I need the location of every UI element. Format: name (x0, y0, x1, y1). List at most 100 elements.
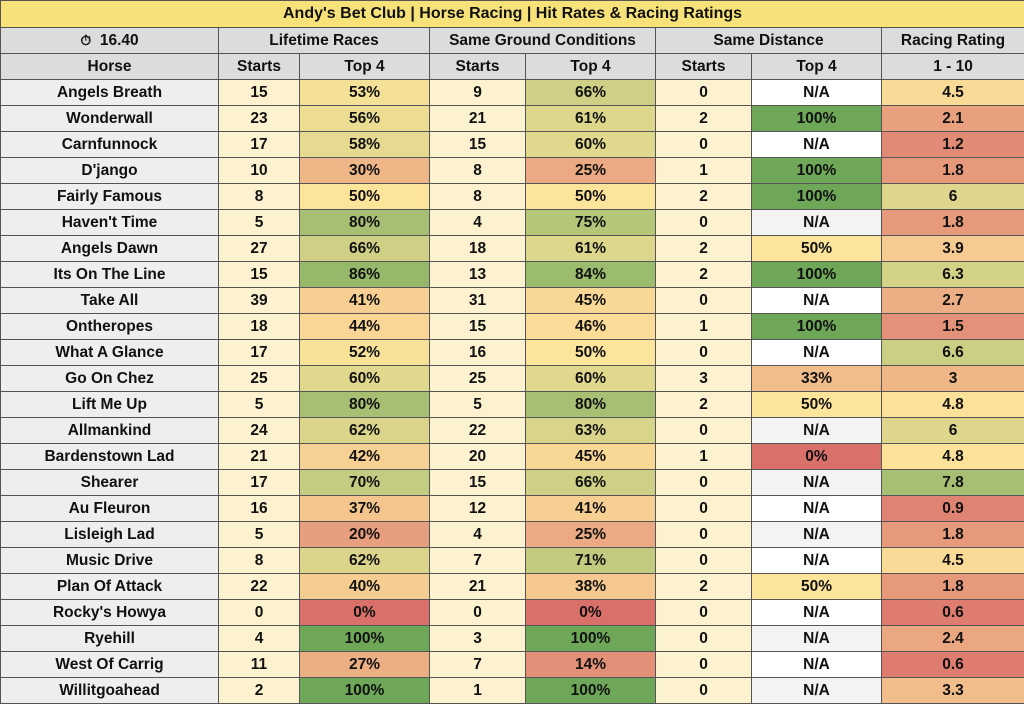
table-row: Ontheropes 18 44% 15 46% 1 100% 1.5 (0, 313, 1024, 340)
horse-name-cell: Shearer (0, 469, 219, 496)
ground-starts-cell: 5 (429, 391, 526, 418)
lifetime-top4-cell: 66% (299, 235, 430, 262)
distance-top4-cell: N/A (751, 599, 882, 626)
rating-cell: 3.9 (880, 235, 1024, 262)
col-header-lifetime-top4: Top 4 (299, 53, 430, 80)
horse-name-cell: Lisleigh Lad (0, 521, 219, 548)
lifetime-top4-cell: 60% (299, 365, 430, 392)
rating-cell: 3.3 (880, 677, 1024, 704)
horse-name-cell: Rocky's Howya (0, 599, 219, 626)
distance-top4-cell: N/A (751, 625, 882, 652)
rating-cell: 7.8 (880, 469, 1024, 496)
lifetime-top4-cell: 44% (299, 313, 430, 340)
distance-starts-cell: 0 (655, 209, 752, 236)
lifetime-starts-cell: 5 (218, 209, 300, 236)
col-header-distance-starts: Starts (655, 53, 752, 80)
col-header-horse: Horse (0, 53, 219, 80)
distance-starts-cell: 0 (655, 677, 752, 704)
lifetime-top4-cell: 37% (299, 495, 430, 522)
horse-name-cell: D'jango (0, 157, 219, 184)
rating-cell: 3 (880, 365, 1024, 392)
lifetime-top4-cell: 80% (299, 391, 430, 418)
distance-starts-cell: 0 (655, 547, 752, 574)
table-row: Plan Of Attack 22 40% 21 38% 2 50% 1.8 (0, 573, 1024, 600)
lifetime-starts-cell: 4 (218, 625, 300, 652)
rating-cell: 0.9 (880, 495, 1024, 522)
table-row: Carnfunnock 17 58% 15 60% 0 N/A 1.2 (0, 131, 1024, 158)
distance-top4-cell: N/A (751, 495, 882, 522)
ground-starts-cell: 20 (429, 443, 526, 470)
distance-starts-cell: 3 (655, 365, 752, 392)
distance-top4-cell: 0% (751, 443, 882, 470)
lifetime-starts-cell: 17 (218, 469, 300, 496)
ground-top4-cell: 41% (525, 495, 656, 522)
ground-starts-cell: 4 (429, 521, 526, 548)
col-header-ground-top4: Top 4 (525, 53, 656, 80)
ground-top4-cell: 80% (525, 391, 656, 418)
lifetime-top4-cell: 52% (299, 339, 430, 366)
horse-name-cell: Angels Dawn (0, 235, 219, 262)
distance-top4-cell: N/A (751, 469, 882, 496)
horse-name-cell: Allmankind (0, 417, 219, 444)
table-row: Au Fleuron 16 37% 12 41% 0 N/A 0.9 (0, 495, 1024, 522)
rating-cell: 1.5 (880, 313, 1024, 340)
horse-name-cell: Lift Me Up (0, 391, 219, 418)
distance-starts-cell: 0 (655, 651, 752, 678)
ground-starts-cell: 18 (429, 235, 526, 262)
ground-starts-cell: 8 (429, 157, 526, 184)
rating-cell: 4.5 (880, 79, 1024, 106)
horse-name-cell: West Of Carrig (0, 651, 219, 678)
lifetime-starts-cell: 39 (218, 287, 300, 314)
ground-starts-cell: 1 (429, 677, 526, 704)
lifetime-starts-cell: 17 (218, 339, 300, 366)
ground-top4-cell: 61% (525, 105, 656, 132)
horse-name-cell: Its On The Line (0, 261, 219, 288)
lifetime-top4-cell: 58% (299, 131, 430, 158)
rating-cell: 1.8 (880, 521, 1024, 548)
horse-name-cell: Bardenstown Lad (0, 443, 219, 470)
table-row: Angels Breath 15 53% 9 66% 0 N/A 4.5 (0, 79, 1024, 106)
lifetime-starts-cell: 15 (218, 79, 300, 106)
lifetime-starts-cell: 8 (218, 183, 300, 210)
ground-starts-cell: 13 (429, 261, 526, 288)
distance-top4-cell: N/A (751, 287, 882, 314)
ground-top4-cell: 0% (525, 599, 656, 626)
table-row: Willitgoahead 2 100% 1 100% 0 N/A 3.3 (0, 677, 1024, 704)
ground-starts-cell: 21 (429, 105, 526, 132)
horse-name-cell: Take All (0, 287, 219, 314)
horse-name-cell: Music Drive (0, 547, 219, 574)
table-row: Shearer 17 70% 15 66% 0 N/A 7.8 (0, 469, 1024, 496)
lifetime-starts-cell: 5 (218, 521, 300, 548)
ground-top4-cell: 60% (525, 365, 656, 392)
lifetime-top4-cell: 41% (299, 287, 430, 314)
ground-top4-cell: 63% (525, 417, 656, 444)
ground-top4-cell: 14% (525, 651, 656, 678)
lifetime-starts-cell: 8 (218, 547, 300, 574)
horse-name-cell: Angels Breath (0, 79, 219, 106)
col-header-distance-top4: Top 4 (751, 53, 882, 80)
ground-starts-cell: 31 (429, 287, 526, 314)
ground-starts-cell: 12 (429, 495, 526, 522)
rating-cell: 1.8 (880, 157, 1024, 184)
ground-starts-cell: 7 (429, 547, 526, 574)
lifetime-starts-cell: 27 (218, 235, 300, 262)
distance-top4-cell: N/A (751, 79, 882, 106)
ground-starts-cell: 8 (429, 183, 526, 210)
ground-starts-cell: 15 (429, 313, 526, 340)
race-time: 16.40 (99, 31, 139, 49)
lifetime-top4-cell: 80% (299, 209, 430, 236)
rating-cell: 1.8 (880, 573, 1024, 600)
title-row: Andy's Bet Club | Horse Racing | Hit Rat… (0, 0, 1024, 28)
distance-top4-cell: 100% (751, 157, 882, 184)
distance-top4-cell: N/A (751, 677, 882, 704)
distance-starts-cell: 2 (655, 105, 752, 132)
ground-top4-cell: 45% (525, 287, 656, 314)
distance-starts-cell: 1 (655, 443, 752, 470)
distance-starts-cell: 0 (655, 521, 752, 548)
lifetime-starts-cell: 25 (218, 365, 300, 392)
group-header-ground: Same Ground Conditions (429, 27, 656, 54)
ground-starts-cell: 9 (429, 79, 526, 106)
lifetime-top4-cell: 27% (299, 651, 430, 678)
horse-name-cell: Ryehill (0, 625, 219, 652)
ground-top4-cell: 100% (525, 677, 656, 704)
